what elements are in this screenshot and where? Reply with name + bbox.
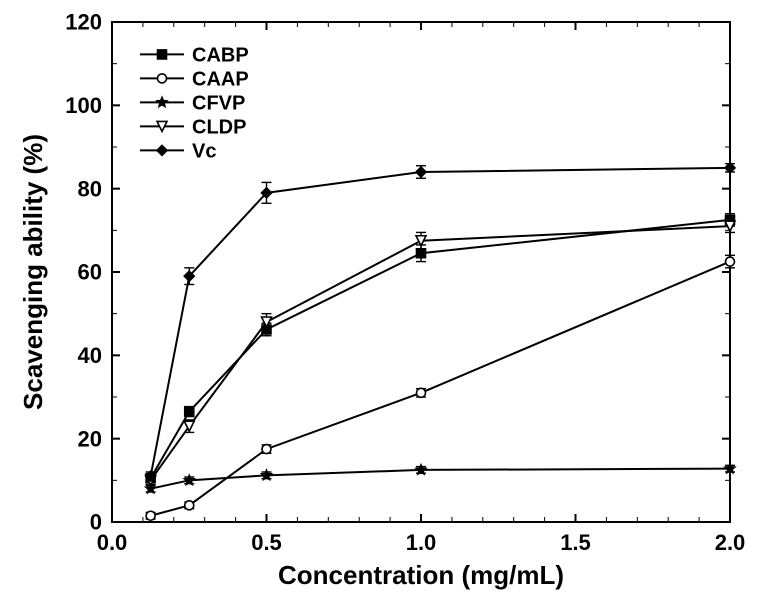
series-CABP bbox=[146, 214, 735, 483]
legend-item-CAAP: CAAP bbox=[140, 68, 249, 90]
legend: CABPCAAPCFVPCLDPVc bbox=[140, 44, 249, 162]
x-tick-label: 2.0 bbox=[715, 530, 746, 555]
y-tick-label: 0 bbox=[90, 510, 102, 535]
legend-label: CABP bbox=[192, 44, 249, 66]
series-CLDP bbox=[146, 220, 735, 485]
x-tick-label: 1.5 bbox=[560, 530, 591, 555]
legend-label: CFVP bbox=[192, 92, 245, 114]
x-axis-label: Concentration (mg/mL) bbox=[278, 560, 564, 590]
x-tick-label: 1.0 bbox=[406, 530, 437, 555]
x-tick-label: 0.5 bbox=[251, 530, 282, 555]
legend-item-CFVP: CFVP bbox=[140, 92, 245, 114]
legend-item-CABP: CABP bbox=[140, 44, 249, 66]
y-tick-label: 60 bbox=[78, 260, 102, 285]
y-ticks: 0 20 40 60 80 100 120 bbox=[65, 10, 730, 535]
y-tick-label: 20 bbox=[78, 426, 102, 451]
legend-label: CAAP bbox=[192, 68, 249, 90]
legend-item-CLDP: CLDP bbox=[140, 116, 246, 138]
y-tick-label: 120 bbox=[65, 10, 102, 35]
legend-label: Vc bbox=[192, 140, 216, 162]
y-tick-label: 80 bbox=[78, 176, 102, 201]
y-tick-label: 40 bbox=[78, 343, 102, 368]
y-axis-label: Scavenging ability (%) bbox=[18, 134, 48, 410]
series-Vc bbox=[146, 163, 735, 481]
series-CAAP bbox=[146, 255, 735, 520]
legend-label: CLDP bbox=[192, 116, 246, 138]
y-tick-label: 100 bbox=[65, 93, 102, 118]
legend-item-Vc: Vc bbox=[140, 140, 216, 162]
series-CFVP bbox=[146, 464, 735, 493]
line-chart: 0.00.51.01.52.0020406080100120Concentrat… bbox=[0, 0, 771, 610]
